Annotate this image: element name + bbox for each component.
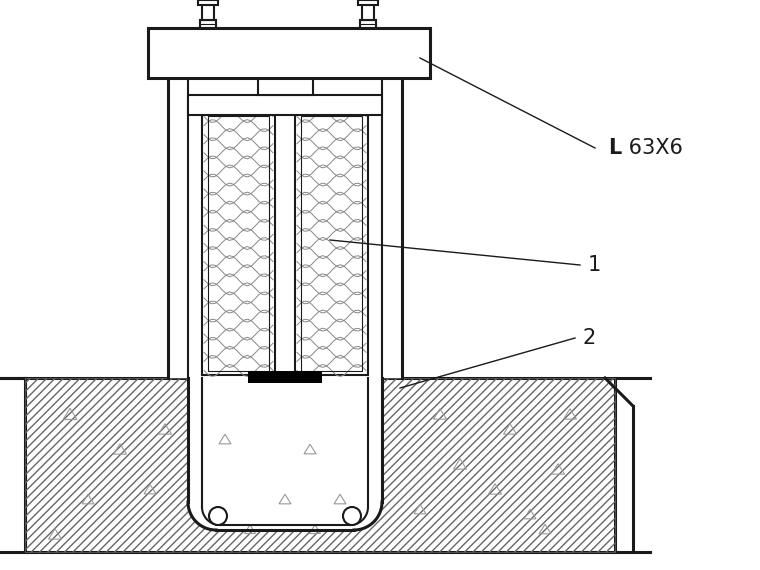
Bar: [25, 378, 615, 552]
Bar: [258, 78, 313, 95]
Bar: [202, 112, 275, 375]
Bar: [188, 95, 382, 115]
Bar: [295, 112, 368, 375]
Text: L: L: [608, 138, 621, 158]
Bar: [198, 0, 218, 5]
Bar: [200, 20, 216, 28]
Bar: [358, 0, 378, 5]
Text: 1: 1: [588, 255, 601, 275]
Bar: [25, 378, 615, 552]
Bar: [248, 371, 322, 383]
Text: 2: 2: [583, 328, 597, 348]
Bar: [202, 5, 214, 20]
Bar: [148, 28, 430, 78]
Bar: [169, 78, 401, 378]
Bar: [362, 5, 374, 20]
Polygon shape: [188, 378, 382, 530]
Text: 63X6: 63X6: [622, 138, 683, 158]
Bar: [208, 116, 269, 371]
Bar: [301, 116, 362, 371]
Bar: [360, 20, 376, 28]
Circle shape: [343, 507, 361, 525]
Circle shape: [209, 507, 227, 525]
